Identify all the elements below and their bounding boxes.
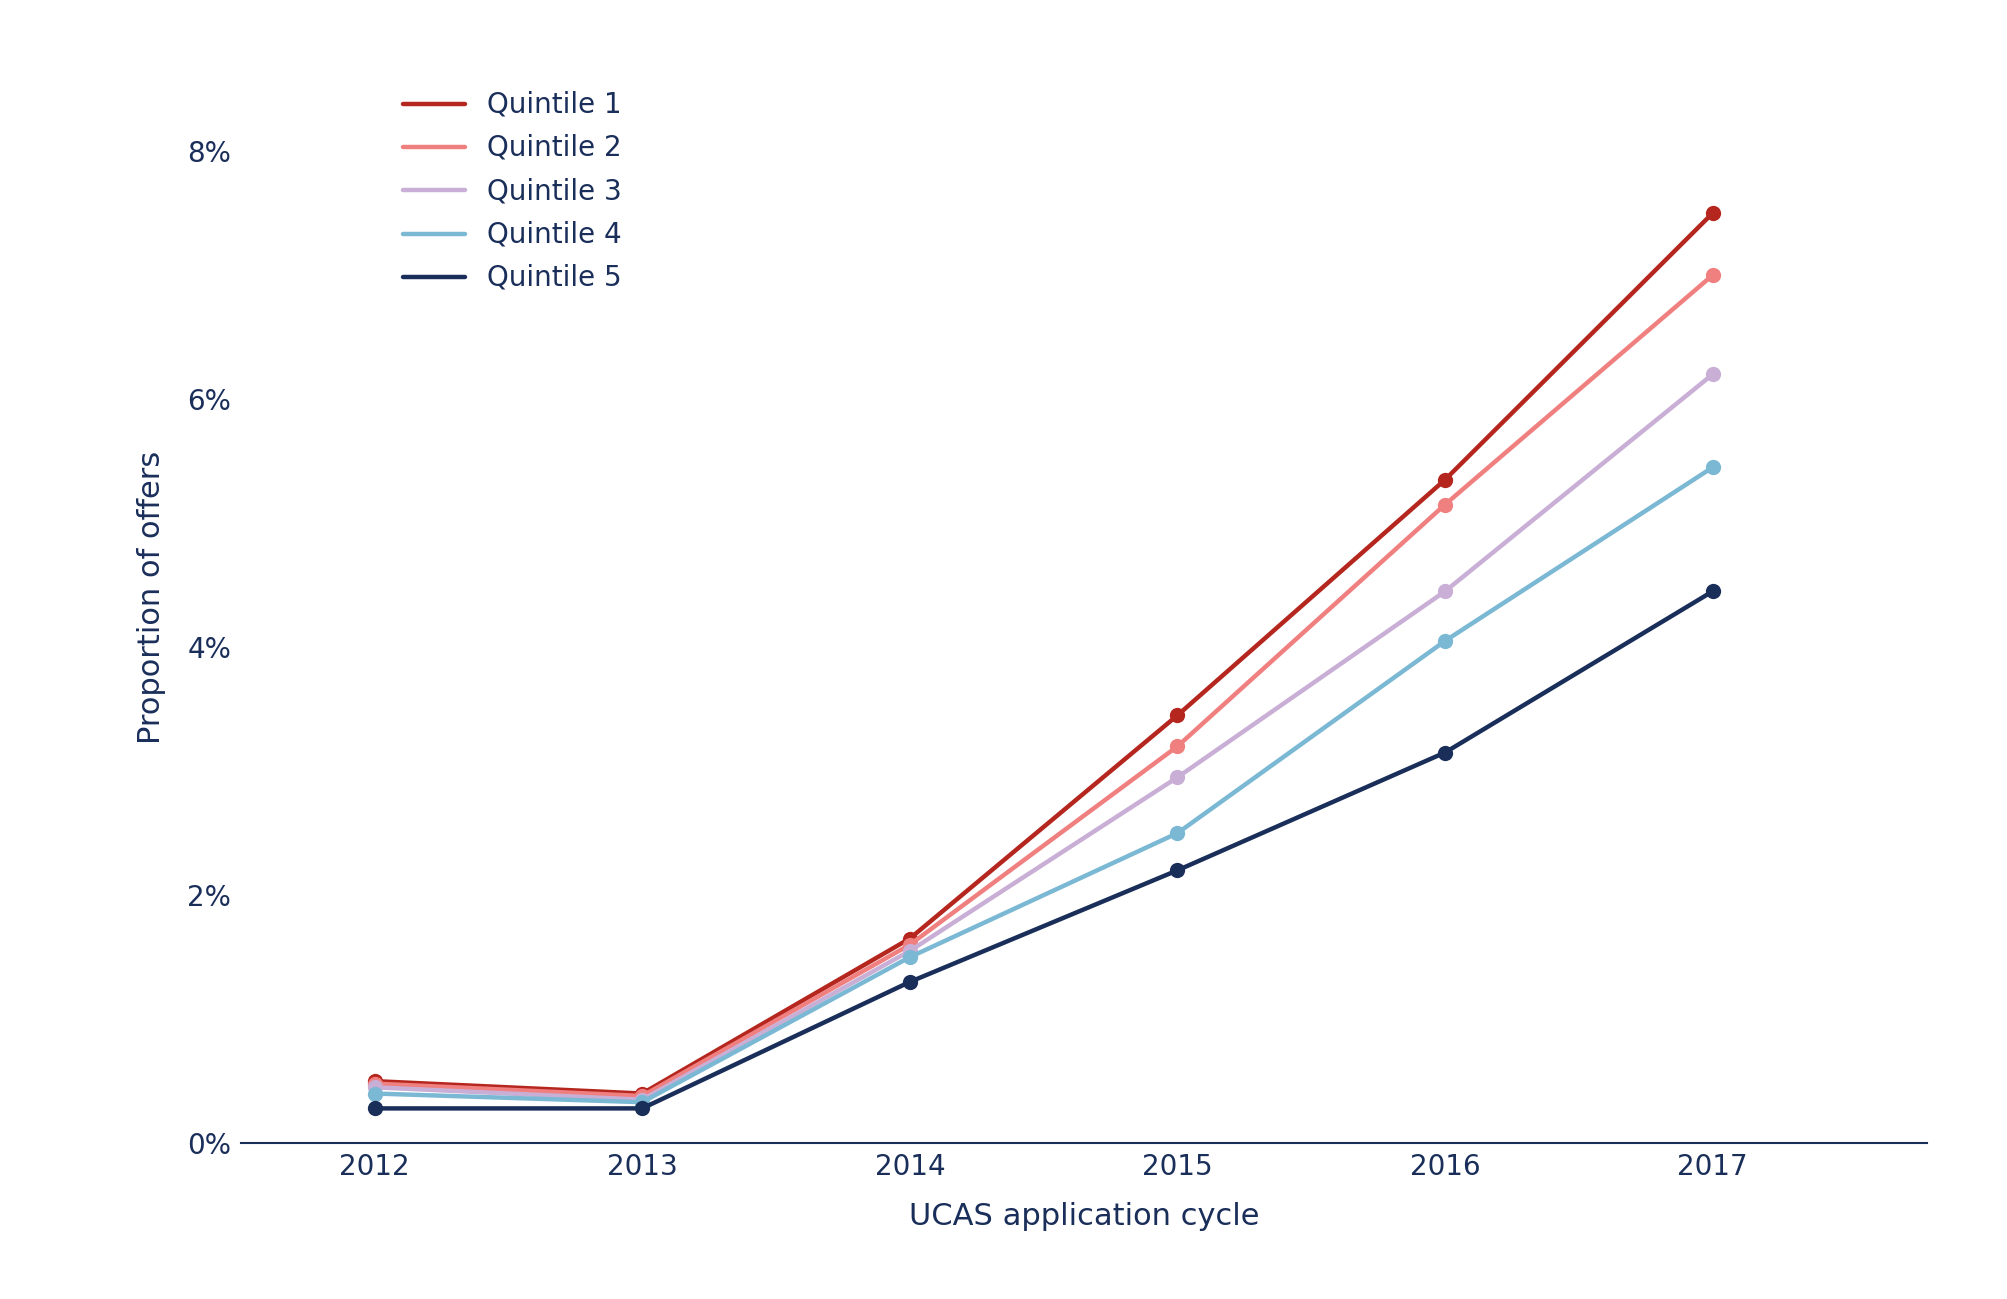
Y-axis label: Proportion of offers: Proportion of offers	[136, 451, 167, 744]
X-axis label: UCAS application cycle: UCAS application cycle	[909, 1202, 1258, 1230]
Quintile 4	[1433, 633, 1457, 648]
Quintile 3	[1433, 583, 1457, 599]
Quintile 1	[363, 1073, 387, 1089]
Line: Quintile 5: Quintile 5	[367, 583, 1720, 1116]
Quintile 5	[1166, 863, 1190, 878]
Quintile 2	[630, 1089, 654, 1104]
Quintile 3	[897, 943, 921, 959]
Quintile 5	[630, 1100, 654, 1116]
Quintile 5	[363, 1100, 387, 1116]
Quintile 2	[897, 937, 921, 952]
Quintile 5	[1433, 744, 1457, 760]
Quintile 3	[1166, 769, 1190, 785]
Quintile 4	[1700, 460, 1724, 475]
Quintile 1	[1166, 708, 1190, 724]
Quintile 2	[363, 1076, 387, 1091]
Quintile 2	[1433, 496, 1457, 512]
Quintile 2	[1166, 739, 1190, 755]
Line: Quintile 4: Quintile 4	[367, 460, 1720, 1109]
Quintile 1	[897, 930, 921, 946]
Quintile 3	[1700, 366, 1724, 382]
Quintile 4	[1166, 825, 1190, 840]
Line: Quintile 2: Quintile 2	[367, 268, 1720, 1104]
Quintile 1	[1700, 205, 1724, 221]
Quintile 3	[630, 1092, 654, 1108]
Line: Quintile 3: Quintile 3	[367, 366, 1720, 1107]
Quintile 4	[630, 1094, 654, 1109]
Quintile 1	[630, 1086, 654, 1102]
Quintile 5	[897, 974, 921, 990]
Quintile 4	[363, 1086, 387, 1102]
Quintile 4	[897, 950, 921, 965]
Legend: Quintile 1, Quintile 2, Quintile 3, Quintile 4, Quintile 5: Quintile 1, Quintile 2, Quintile 3, Quin…	[389, 77, 636, 305]
Quintile 3	[363, 1079, 387, 1095]
Quintile 2	[1700, 268, 1724, 283]
Quintile 5	[1700, 583, 1724, 599]
Line: Quintile 1: Quintile 1	[367, 205, 1720, 1102]
Quintile 1	[1433, 472, 1457, 487]
